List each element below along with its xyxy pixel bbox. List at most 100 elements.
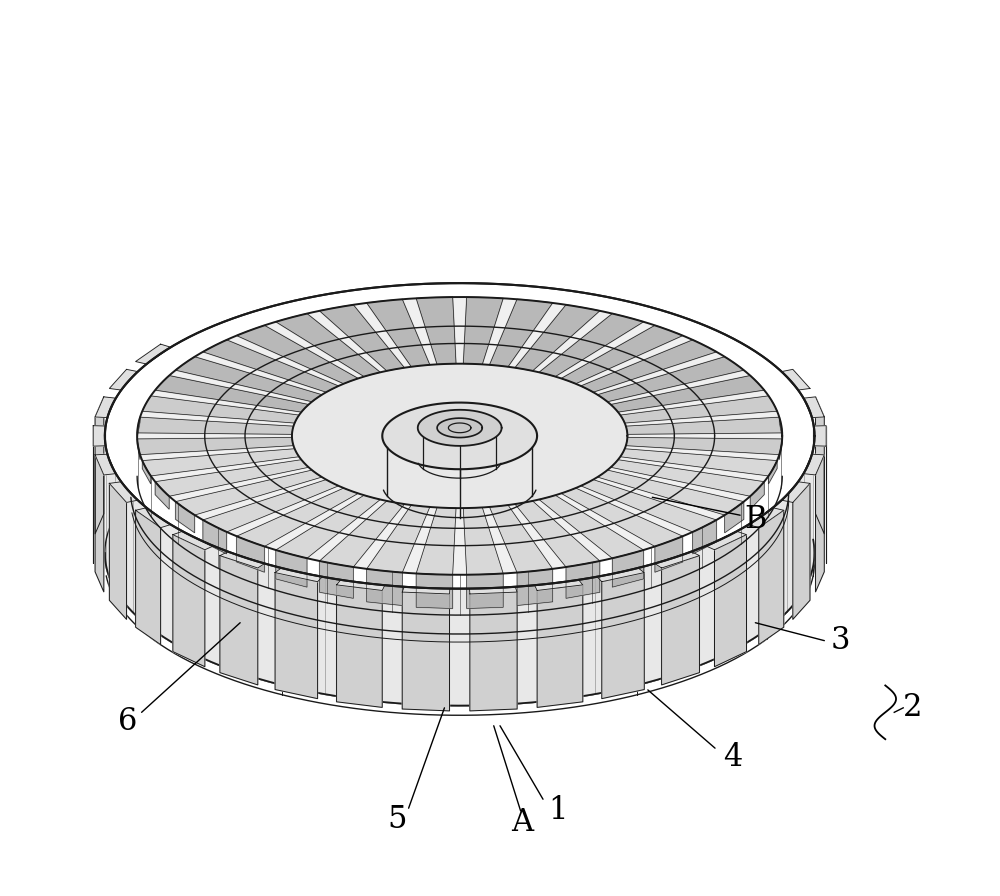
Polygon shape [136, 508, 171, 528]
Polygon shape [382, 402, 537, 470]
Polygon shape [814, 426, 826, 446]
Polygon shape [581, 479, 716, 532]
Polygon shape [106, 423, 814, 705]
Text: 2: 2 [902, 693, 922, 723]
Polygon shape [463, 507, 503, 574]
Polygon shape [137, 418, 293, 435]
Text: 6: 6 [118, 706, 138, 737]
Polygon shape [620, 449, 777, 476]
Polygon shape [137, 418, 140, 438]
Polygon shape [515, 305, 600, 371]
Polygon shape [517, 569, 553, 606]
Polygon shape [367, 569, 402, 606]
Polygon shape [416, 297, 456, 365]
Polygon shape [626, 437, 782, 454]
Polygon shape [535, 580, 583, 590]
Polygon shape [275, 568, 322, 582]
Polygon shape [337, 585, 382, 707]
Text: 5: 5 [387, 805, 407, 835]
Polygon shape [142, 396, 299, 423]
Polygon shape [109, 482, 138, 503]
Polygon shape [142, 461, 151, 484]
Polygon shape [561, 325, 683, 383]
Polygon shape [402, 592, 450, 711]
Polygon shape [237, 488, 358, 547]
Polygon shape [597, 470, 744, 515]
Polygon shape [537, 585, 583, 707]
Polygon shape [155, 460, 309, 496]
Polygon shape [539, 495, 644, 558]
Polygon shape [320, 501, 404, 567]
Polygon shape [320, 305, 404, 371]
Polygon shape [612, 550, 644, 587]
Polygon shape [816, 455, 824, 592]
Polygon shape [566, 561, 600, 599]
Polygon shape [220, 552, 265, 568]
Polygon shape [693, 520, 716, 554]
Polygon shape [95, 454, 116, 475]
Polygon shape [276, 314, 380, 376]
Polygon shape [611, 460, 764, 496]
Polygon shape [804, 454, 824, 475]
Polygon shape [137, 439, 140, 460]
Polygon shape [416, 507, 456, 574]
Polygon shape [561, 488, 683, 547]
Polygon shape [275, 573, 318, 699]
Text: 1: 1 [548, 796, 568, 826]
Polygon shape [470, 592, 517, 711]
Polygon shape [539, 314, 644, 376]
Polygon shape [142, 449, 299, 476]
Polygon shape [320, 561, 353, 599]
Polygon shape [276, 550, 307, 587]
Polygon shape [437, 418, 482, 437]
Polygon shape [176, 357, 322, 401]
Polygon shape [95, 397, 104, 534]
Polygon shape [173, 531, 213, 550]
Polygon shape [203, 520, 227, 554]
Polygon shape [155, 375, 309, 412]
Polygon shape [337, 580, 385, 590]
Polygon shape [467, 573, 503, 608]
Polygon shape [816, 397, 824, 534]
Polygon shape [109, 483, 127, 619]
Polygon shape [490, 299, 553, 366]
Polygon shape [662, 556, 699, 685]
Polygon shape [402, 587, 450, 594]
Polygon shape [611, 375, 764, 412]
Text: 4: 4 [723, 742, 743, 772]
Polygon shape [176, 502, 195, 533]
Polygon shape [137, 297, 782, 574]
Polygon shape [715, 535, 746, 667]
Polygon shape [367, 505, 430, 573]
Polygon shape [136, 344, 171, 364]
Polygon shape [782, 369, 810, 390]
Polygon shape [490, 505, 553, 573]
Polygon shape [793, 483, 810, 619]
Polygon shape [109, 369, 138, 390]
Polygon shape [725, 502, 744, 533]
Polygon shape [581, 340, 716, 392]
Polygon shape [779, 439, 782, 460]
Polygon shape [749, 508, 784, 528]
Polygon shape [95, 397, 116, 418]
Polygon shape [655, 536, 683, 573]
Polygon shape [220, 556, 258, 685]
Polygon shape [470, 587, 517, 594]
Text: A: A [511, 807, 533, 838]
Polygon shape [292, 364, 627, 508]
Polygon shape [203, 340, 339, 392]
Polygon shape [237, 325, 358, 383]
Polygon shape [782, 482, 810, 503]
Polygon shape [176, 470, 322, 515]
Polygon shape [276, 495, 380, 558]
Polygon shape [779, 418, 782, 438]
Polygon shape [602, 573, 644, 699]
Polygon shape [759, 511, 784, 644]
Polygon shape [804, 397, 824, 418]
Polygon shape [463, 297, 503, 365]
Polygon shape [655, 552, 699, 568]
Polygon shape [367, 299, 430, 366]
Text: B: B [744, 504, 767, 535]
Text: 3: 3 [831, 625, 850, 656]
Polygon shape [203, 479, 339, 532]
